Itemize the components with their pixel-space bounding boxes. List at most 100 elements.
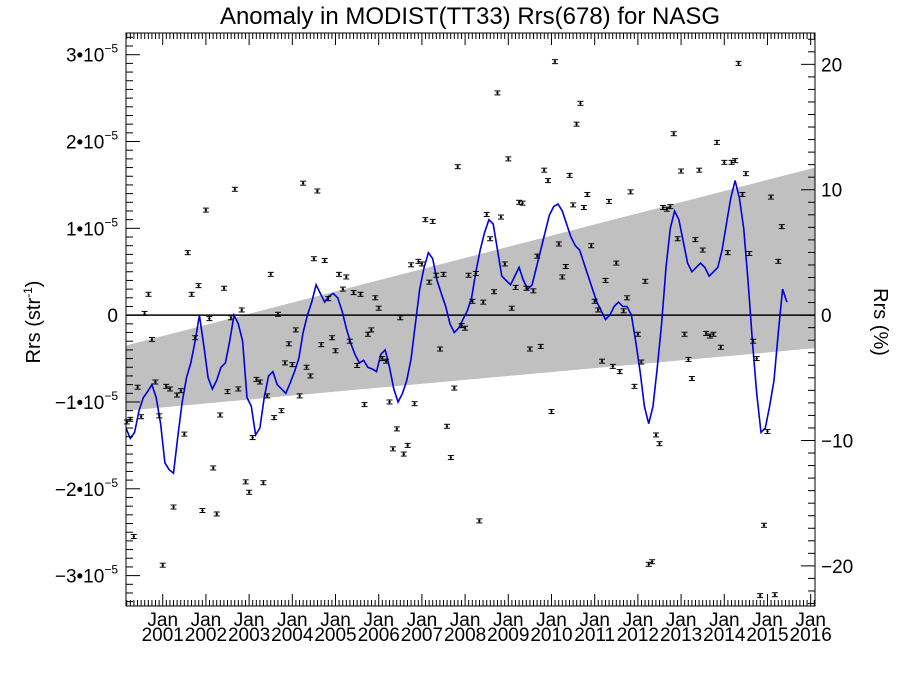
data-point	[354, 363, 361, 369]
data-marker	[158, 414, 161, 418]
data-marker	[467, 274, 470, 277]
data-marker	[485, 213, 488, 216]
data-marker	[139, 415, 143, 418]
data-point	[530, 288, 537, 294]
data-point	[188, 291, 195, 297]
data-point	[184, 250, 191, 256]
data-marker	[316, 189, 319, 193]
data-marker	[766, 430, 769, 433]
data-marker	[164, 385, 168, 388]
data-point	[227, 315, 234, 321]
data-marker	[752, 340, 755, 343]
data-marker	[546, 179, 550, 182]
data-point	[224, 389, 231, 395]
data-marker	[453, 386, 456, 390]
x-tick-label-year: 2014	[703, 625, 746, 646]
data-marker	[568, 174, 571, 177]
data-marker	[413, 402, 416, 405]
data-point	[713, 139, 720, 145]
x-tick-label-month: Jan	[191, 610, 222, 631]
data-marker	[596, 308, 600, 312]
data-point	[292, 327, 299, 333]
data-point	[393, 426, 400, 432]
x-tick-label-year: 2002	[185, 625, 227, 646]
data-marker	[330, 336, 334, 339]
data-marker	[201, 509, 204, 512]
data-marker	[442, 273, 445, 276]
data-marker	[420, 262, 424, 266]
data-point	[400, 451, 407, 457]
data-marker	[561, 275, 564, 279]
data-marker	[312, 257, 316, 260]
x-tick-label-year: 2003	[228, 625, 270, 646]
data-marker	[690, 377, 694, 380]
data-point	[537, 343, 544, 349]
data-marker	[341, 287, 345, 291]
data-marker	[625, 296, 629, 299]
data-marker	[150, 338, 154, 341]
data-marker	[355, 364, 359, 367]
data-marker	[507, 157, 510, 161]
data-point	[663, 206, 670, 212]
data-marker	[323, 259, 326, 262]
y-tick-label-left: −3•10−5	[55, 563, 118, 588]
data-point	[681, 331, 688, 337]
data-point	[210, 465, 217, 471]
data-marker	[553, 60, 557, 63]
data-point	[332, 348, 339, 354]
data-marker	[525, 287, 528, 290]
data-point	[692, 237, 699, 243]
data-marker	[471, 300, 474, 303]
data-marker	[590, 244, 593, 247]
data-point	[577, 100, 584, 106]
data-point	[688, 376, 695, 382]
data-point	[742, 171, 749, 177]
data-marker	[136, 386, 139, 389]
data-marker	[712, 333, 715, 336]
data-point	[645, 561, 652, 567]
data-point	[339, 286, 346, 292]
data-marker	[409, 263, 413, 267]
data-point	[202, 207, 209, 213]
data-point	[361, 402, 368, 408]
data-marker	[269, 273, 272, 276]
data-point	[134, 384, 141, 390]
data-marker	[769, 195, 773, 199]
data-marker	[510, 307, 513, 310]
data-marker	[600, 359, 604, 363]
data-point	[724, 250, 731, 256]
data-marker	[698, 168, 701, 172]
data-point	[433, 272, 440, 278]
data-point	[357, 291, 364, 297]
data-marker	[463, 326, 467, 330]
data-marker	[521, 201, 524, 205]
data-marker	[579, 102, 582, 105]
data-marker	[679, 169, 683, 173]
data-marker	[636, 333, 640, 336]
y-axis-right-label: Rrs (%)	[869, 288, 891, 356]
data-point	[159, 562, 166, 568]
x-tick-label-month: Jan	[623, 610, 654, 631]
data-marker	[326, 297, 330, 300]
x-tick-label-month: Jan	[579, 610, 610, 631]
data-point	[494, 90, 501, 96]
x-tick-label-month: Jan	[536, 610, 567, 631]
data-marker	[147, 293, 150, 296]
data-point	[192, 335, 199, 341]
data-marker	[658, 442, 661, 445]
data-point	[397, 315, 404, 321]
data-marker	[676, 237, 679, 240]
x-tick-label-year: 2016	[790, 625, 832, 646]
data-point	[699, 247, 706, 253]
x-tick-label-year: 2011	[574, 625, 615, 646]
data-marker	[406, 444, 409, 447]
x-tick-label-month: Jan	[277, 610, 308, 631]
data-point	[512, 284, 519, 290]
data-marker	[683, 333, 686, 336]
data-point	[163, 383, 170, 389]
data-point	[372, 295, 379, 301]
data-point	[599, 358, 606, 364]
data-marker	[240, 308, 243, 312]
data-point	[195, 283, 202, 289]
data-point	[437, 346, 444, 352]
